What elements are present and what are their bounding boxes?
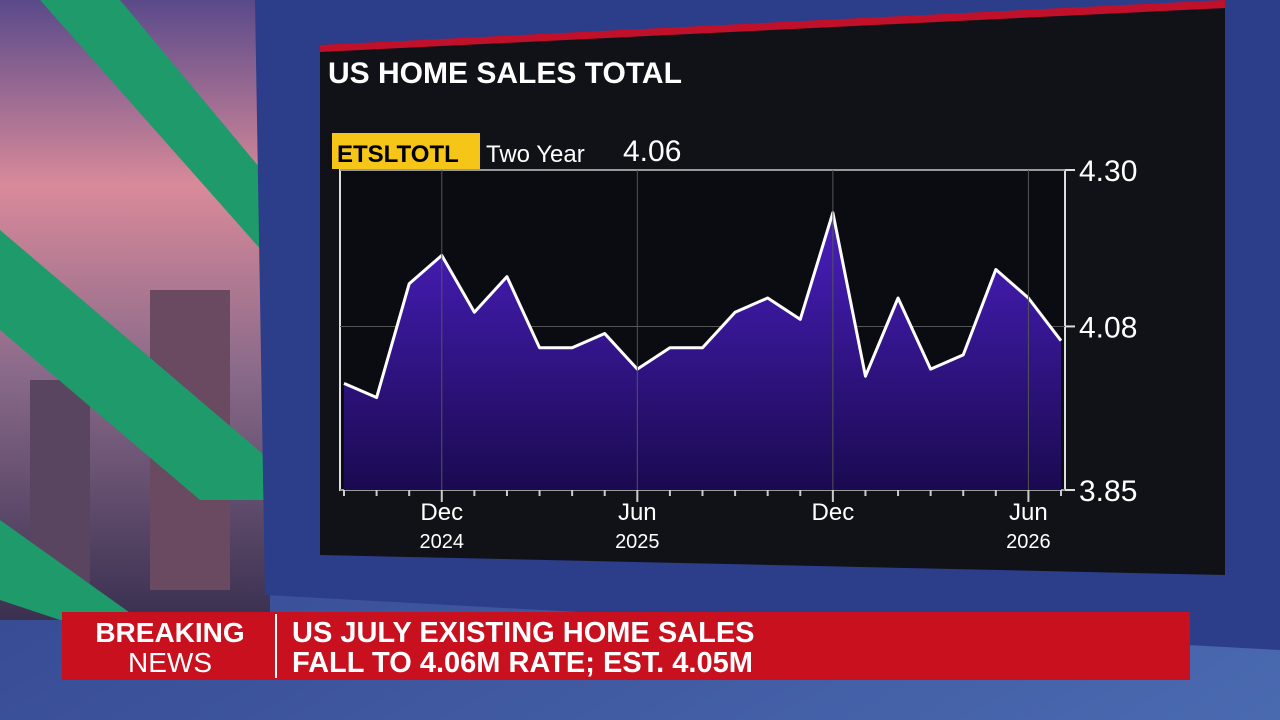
banner-tag: NEWS xyxy=(128,647,212,678)
x-tick-label-line: Jun xyxy=(1009,499,1048,526)
y-tick-label: 4.30 xyxy=(1079,155,1137,188)
x-tick-label: Jun 2025 xyxy=(615,499,660,553)
y-tick-label: 4.08 xyxy=(1079,311,1137,344)
line xyxy=(343,211,1063,400)
ticker: ETSLTOTL xyxy=(337,141,459,168)
x-tick-label-line: 2025 xyxy=(615,531,660,553)
x-tick-label: Dec xyxy=(812,499,855,526)
x-tick-label-line: Dec xyxy=(420,499,463,526)
screen-accent xyxy=(320,0,1225,52)
chart-title: US HOME SALES TOTAL xyxy=(328,57,682,90)
current-value: 4.06 xyxy=(623,135,681,168)
area xyxy=(344,212,1061,490)
banner-headline: US JULY EXISTING HOME SALES xyxy=(292,617,755,649)
breaking-banner xyxy=(62,612,1190,680)
ticker-badge xyxy=(332,133,480,169)
x-tick-label: Jun 2026 xyxy=(1006,499,1051,553)
x-tick-label: Dec 2024 xyxy=(420,499,465,553)
x-tick-label-line: 2024 xyxy=(420,531,465,553)
plot: 3.85 4.08 4.30 Dec 2024 Jun 2025 Dec Jun 2026 xyxy=(339,155,1137,553)
stripe xyxy=(40,0,270,260)
banner-headline: FALL TO 4.06M RATE; EST. 4.05M xyxy=(292,647,753,679)
y-tick-label: 3.85 xyxy=(1079,475,1137,508)
x-tick-label-line: Jun xyxy=(618,499,657,526)
x-tick-label-line: 2026 xyxy=(1006,531,1051,553)
banner-tag: BREAKING xyxy=(95,617,244,648)
stripe xyxy=(0,230,270,500)
stripe xyxy=(0,520,140,620)
period: Two Year xyxy=(486,141,585,168)
